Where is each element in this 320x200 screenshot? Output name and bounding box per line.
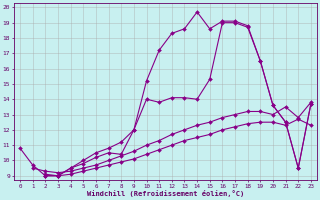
X-axis label: Windchill (Refroidissement éolien,°C): Windchill (Refroidissement éolien,°C) [87, 190, 244, 197]
